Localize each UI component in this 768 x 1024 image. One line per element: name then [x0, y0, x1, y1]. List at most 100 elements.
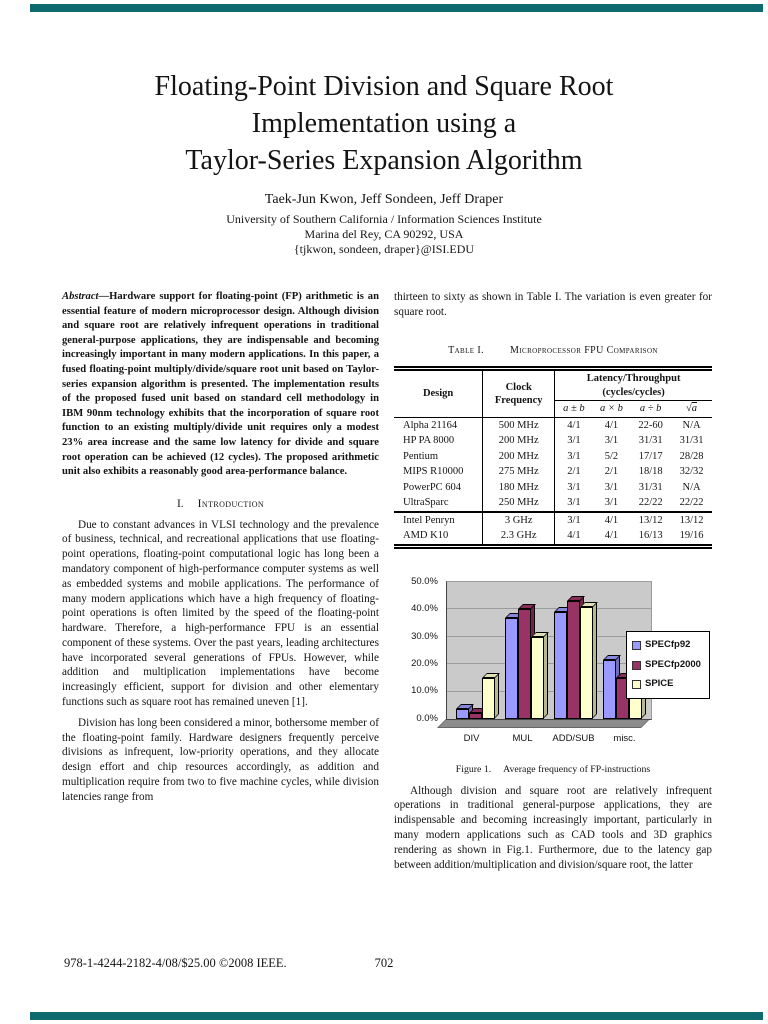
bar-specfp92 — [603, 654, 621, 719]
cell-value: 22-60 — [638, 419, 663, 431]
section-heading-introduction: I. Introduction — [62, 497, 379, 512]
figure1-legend: SPECfp92 SPECfp2000 SPICE — [626, 630, 710, 700]
authors-line: Taek-Jun Kwon, Jeff Sondeen, Jeff Draper — [264, 192, 504, 207]
legend-label: SPECfp92 — [645, 638, 691, 650]
figure1-ylabels: 0.0% 10.0% 20.0% 30.0% 40.0% 50.0% — [394, 575, 440, 751]
x-axis-label: DIV — [463, 732, 480, 744]
y-axis-label: 10.0% — [411, 685, 438, 697]
y-axis-label: 30.0% — [411, 630, 438, 642]
legend-item-specfp2000: SPECfp2000 — [632, 658, 704, 673]
cell-value: 275 MHz — [482, 464, 556, 480]
cell-value: 13/12 — [671, 510, 712, 529]
legend-label: SPICE — [645, 678, 674, 690]
legend-swatch — [632, 660, 641, 670]
intro-paragraph-2: Division has long been considered a mino… — [62, 716, 379, 803]
legend-label: SPECfp2000 — [645, 658, 701, 670]
cell-value: 31/31 — [638, 481, 663, 493]
bar-spice — [580, 601, 598, 719]
figure1-caption-label: Figure 1. — [455, 763, 492, 775]
legend-item-spice: SPICE — [632, 677, 704, 692]
cell-design: Alpha 21164 — [394, 417, 484, 434]
table-row: UltraSparc 250 MHz 3/1 3/1 22/22 22/22 — [394, 495, 712, 512]
table1-caption-label: Table I. — [448, 344, 484, 356]
fpu-table-header: Design Clock Frequency Latency/Throughpu… — [394, 368, 712, 418]
legend-swatch — [632, 680, 641, 690]
cell-value: 32/32 — [679, 466, 704, 478]
bar-specfp2000 — [469, 708, 487, 719]
cell-value: 4/1 — [567, 530, 581, 542]
copyright-notice: 978-1-4244-2182-4/08/$25.00 ©2008 IEEE. — [64, 956, 287, 970]
gridline — [447, 690, 651, 692]
abstract-paragraph: Abstract—Hardware support for floating-p… — [62, 290, 379, 480]
cell-value: 22/22 — [638, 497, 663, 509]
section-number: I. — [176, 497, 184, 510]
table-row: Alpha 21164 500 MHz 4/1 4/1 22-60 N/A — [394, 417, 712, 434]
bar-spice — [482, 672, 500, 719]
table-row: HP PA 8000 200 MHz 3/1 3/1 31/31 31/31 — [394, 433, 712, 449]
bar-specfp2000 — [567, 596, 585, 719]
table-row: MIPS R10000 275 MHz 2/1 2/1 18/18 32/32 — [394, 464, 712, 480]
table-row: AMD K10 2.3 GHz 4/1 4/1 16/13 19/16 — [394, 528, 712, 547]
left-column: Abstract—Hardware support for floating-p… — [62, 290, 379, 805]
bar-specfp92 — [505, 612, 523, 719]
x-axis-label: misc. — [613, 732, 636, 744]
cell-value: 17/17 — [638, 450, 663, 462]
cell-value: 180 MHz — [482, 479, 556, 496]
figure1-caption: Figure 1. Average frequency of FP-instruc… — [394, 763, 712, 778]
cell-value: 3/1 — [554, 510, 593, 529]
legend-swatch — [632, 640, 641, 650]
cell-value: 4/1 — [567, 419, 581, 431]
figure1-chart: 0.0% 10.0% 20.0% 30.0% 40.0% 50.0% DIV MUL ADD/… — [394, 575, 712, 751]
cell-value: 3/1 — [604, 497, 619, 509]
x-axis-label: MUL — [512, 732, 533, 744]
fpu-table-body: Alpha 21164 500 MHz 4/1 4/1 22-60 N/A HP PA 80… — [394, 417, 712, 547]
bar-group-div — [451, 582, 500, 719]
cell-value: 31/31 — [679, 435, 704, 447]
y-axis-label: 40.0% — [411, 603, 438, 615]
figure1-caption-text: Average frequency of FP-instructions — [503, 763, 651, 775]
page-number: 702 — [374, 956, 394, 970]
cell-value: 2/1 — [604, 466, 619, 478]
table1-caption-text: Microprocessor FPU Comparison — [510, 344, 658, 356]
top-divider-bar — [30, 4, 763, 12]
right-column: thirteen to sixty as shown in Table I. T… — [394, 290, 712, 872]
paper-title-line-1: Floating-Point Division and Square Root — [154, 71, 614, 102]
intro-paragraph-1: Due to constant advances in VLSI technol… — [62, 518, 379, 709]
bar-spice — [531, 631, 549, 719]
cell-value: N/A — [682, 419, 701, 431]
cell-value: 19/16 — [679, 530, 704, 542]
cell-value: 22/22 — [679, 497, 704, 509]
abstract-body: —Hardware support for floating-point (FP… — [62, 291, 379, 478]
affiliation-line-3: {tjkwon, sondeen, draper}@ISI.EDU — [293, 242, 475, 256]
table1-subcol-2: a ÷ b — [630, 400, 672, 418]
figure1-xlabels: DIV MUL ADD/SUB misc. — [446, 732, 650, 747]
cell-value: 16/13 — [638, 530, 663, 542]
bar-group-mul — [500, 582, 549, 719]
header-design: Design — [394, 368, 484, 418]
cell-value: 3/1 — [604, 435, 619, 447]
header-clock-frequency: Clock Frequency — [482, 368, 556, 418]
cell-value: N/A — [682, 481, 701, 493]
table1-subcol-0: a ± b — [554, 400, 593, 418]
table1-caption: Table I. Microprocessor FPU Comparison — [394, 344, 712, 359]
fpu-comparison-table: Design Clock Frequency Latency/Throughpu… — [394, 366, 712, 549]
paper-title-line-2: Implementation using a — [251, 108, 517, 139]
cell-value: 200 MHz — [482, 448, 556, 465]
cell-value: 3/1 — [567, 435, 581, 447]
cell-design: AMD K10 — [394, 528, 484, 547]
table-row: Pentium 200 MHz 3/1 5/2 17/17 28/28 — [394, 448, 712, 465]
cell-design: Intel Penryn — [394, 510, 484, 529]
cell-design: Pentium — [394, 448, 484, 465]
cell-value: 200 MHz — [482, 433, 556, 449]
legend-item-specfp92: SPECfp92 — [632, 638, 704, 653]
cell-value: 3/1 — [567, 450, 581, 462]
x-axis-label: ADD/SUB — [552, 732, 595, 744]
cell-value: 31/31 — [638, 435, 663, 447]
bar-specfp92 — [554, 607, 572, 719]
after-figure-paragraph: Although division and square root are re… — [394, 784, 712, 871]
cell-value: 5/2 — [604, 450, 619, 462]
affiliation-line-1: University of Southern California / Info… — [226, 212, 542, 226]
affiliation-line-2: Marina del Rey, CA 90292, USA — [304, 227, 464, 241]
table-row: PowerPC 604 180 MHz 3/1 3/1 31/31 N/A — [394, 479, 712, 496]
